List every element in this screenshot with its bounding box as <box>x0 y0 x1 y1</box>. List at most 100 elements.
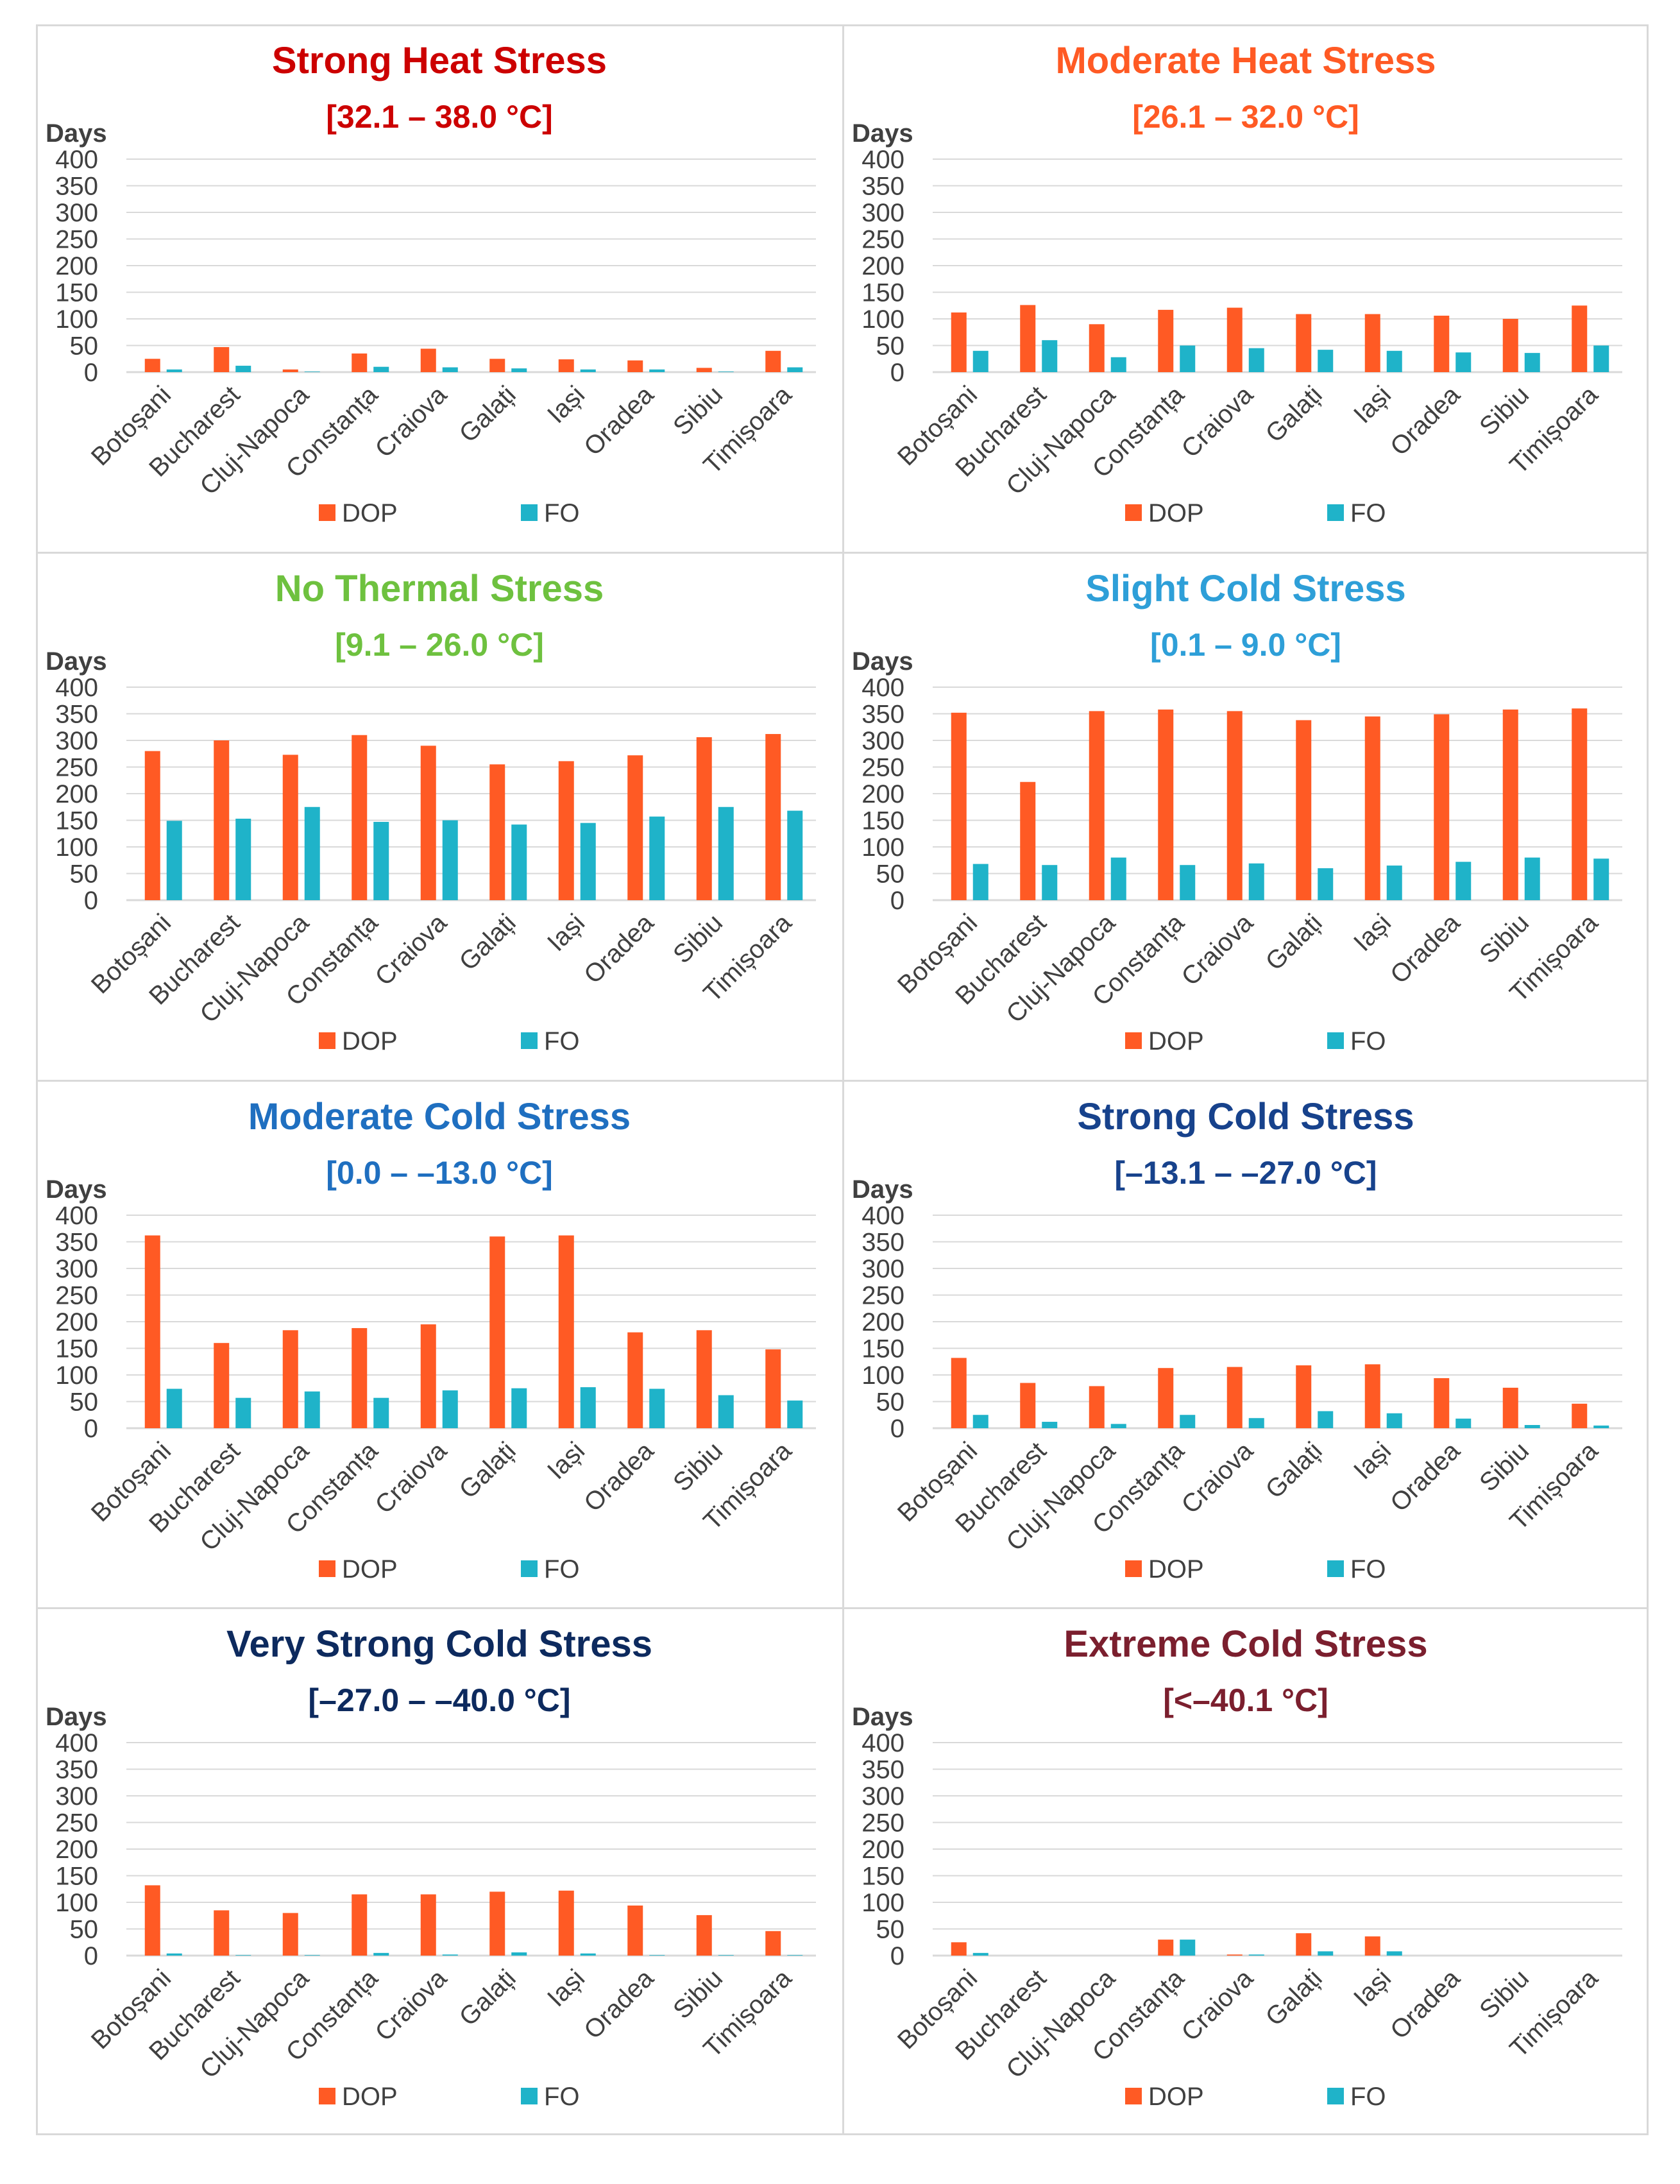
x-tick-label: Craiova <box>370 1437 453 1519</box>
legend-swatch-fo <box>521 2088 538 2104</box>
bar-fo <box>442 820 458 900</box>
bar-dop <box>352 353 368 372</box>
y-tick-label: 150 <box>861 1863 904 1891</box>
y-tick-label: 350 <box>861 1229 904 1257</box>
y-tick-label: 350 <box>55 1229 98 1257</box>
x-tick-label: Iași <box>1348 1437 1396 1485</box>
x-tick-label: Craiova <box>1176 380 1259 463</box>
bar-dop <box>352 1894 368 1956</box>
legend-swatch-fo <box>1327 1032 1344 1049</box>
legend-swatch-dop <box>1125 1560 1142 1577</box>
bar-dop <box>489 764 505 900</box>
chart-title: Strong Cold Stress <box>1077 1096 1414 1138</box>
chart-panel-no-thermal: No Thermal Stress [9.1 – 26.0 °C] Days 400 3… <box>37 553 843 1080</box>
bar-dop <box>627 360 643 372</box>
bar-fo <box>1455 862 1472 900</box>
bar-fo <box>442 1954 458 1956</box>
legend-label-dop: DOP <box>1148 1027 1204 1055</box>
bar-fo <box>580 1953 596 1956</box>
chart-subtitle: [26.1 – 32.0 °C] <box>1132 99 1359 135</box>
x-tick-label: Craiova <box>1176 909 1259 991</box>
bar-fo <box>373 1952 389 1956</box>
bar-dop <box>144 1885 160 1956</box>
chart-title: Extreme Cold Stress <box>1064 1623 1427 1665</box>
legend-swatch-fo <box>521 1032 538 1049</box>
y-tick-label: 0 <box>84 1942 98 1970</box>
bar-dop <box>489 1236 505 1428</box>
bar-dop <box>627 1905 643 1956</box>
y-tick-label: 150 <box>861 807 904 835</box>
y-tick-label: 200 <box>861 1836 904 1864</box>
bar-fo <box>1593 858 1609 900</box>
bar-dop <box>1502 709 1518 900</box>
bar-dop <box>951 312 967 372</box>
y-tick-label: 300 <box>55 1255 98 1283</box>
x-tick-label: Oradea <box>579 1437 659 1517</box>
bar-fo <box>166 821 182 900</box>
legend-label-dop: DOP <box>342 1555 398 1583</box>
bar-dop <box>214 1910 230 1956</box>
bar-fo <box>718 806 734 900</box>
legend-swatch-dop <box>319 1032 335 1049</box>
bar-dop <box>1364 314 1380 372</box>
x-tick-label: Craiova <box>370 909 453 991</box>
legend-swatch-dop <box>319 1560 335 1577</box>
chart-svg: Moderate Cold Stress [0.0 – –13.0 °C] Days… <box>46 1096 816 1583</box>
bar-fo <box>373 1397 389 1428</box>
bar-fo <box>1524 857 1540 900</box>
legend-label-dop: DOP <box>1148 1555 1204 1583</box>
legend-label-dop: DOP <box>342 1027 398 1055</box>
bar-dop <box>1364 1364 1380 1428</box>
y-tick-label: 150 <box>55 807 98 835</box>
x-tick-label: Galați <box>1260 1437 1328 1504</box>
x-tick-label: Sibiu <box>668 1437 728 1497</box>
bar-dop <box>1226 1367 1243 1428</box>
legend-swatch-dop <box>319 2088 335 2104</box>
y-tick-label: 100 <box>55 1361 98 1390</box>
legend-swatch-fo <box>521 1560 538 1577</box>
y-tick-label: 400 <box>861 1729 904 1757</box>
y-tick-label: 50 <box>70 860 99 889</box>
chart-title: Moderate Heat Stress <box>1055 40 1436 81</box>
bar-fo <box>1180 1415 1196 1428</box>
chart-panel-extreme-cold: Extreme Cold Stress [<–40.1 °C] Days 400 350… <box>843 1608 1649 2136</box>
bar-fo <box>166 369 182 372</box>
y-tick-label: 150 <box>55 1863 98 1891</box>
y-axis-label: Days <box>46 1703 107 1731</box>
bar-fo <box>442 1390 458 1428</box>
y-tick-label: 50 <box>70 1916 99 1944</box>
bar-dop <box>1434 1378 1450 1428</box>
bar-fo <box>373 366 389 372</box>
y-tick-label: 250 <box>861 1809 904 1838</box>
y-tick-label: 0 <box>890 1415 904 1443</box>
y-tick-label: 300 <box>861 199 904 227</box>
x-tick-label: Iași <box>542 1437 590 1485</box>
bar-dop <box>765 350 781 372</box>
bar-dop <box>1434 316 1450 372</box>
x-tick-label: Galați <box>1260 380 1328 448</box>
y-tick-label: 400 <box>55 674 98 702</box>
bar-dop <box>558 1890 574 1956</box>
y-tick-label: 350 <box>55 701 98 729</box>
chart-svg: Strong Heat Stress [32.1 – 38.0 °C] Days40… <box>46 40 816 527</box>
chart-subtitle: [–27.0 – –40.0 °C] <box>308 1682 570 1718</box>
x-tick-label: Galați <box>454 1964 522 2031</box>
bar-fo <box>1455 352 1472 372</box>
y-axis-label: Days <box>46 119 107 148</box>
y-tick-label: 250 <box>55 1809 98 1838</box>
y-tick-label: 350 <box>55 1756 98 1784</box>
bar-fo <box>235 1397 251 1428</box>
y-tick-label: 350 <box>861 173 904 201</box>
bar-fo <box>580 823 596 900</box>
x-tick-label: Oradea <box>1385 1964 1466 2045</box>
chart-panel-moderate-heat: Moderate Heat Stress [26.1 – 32.0 °C] Days… <box>843 25 1649 552</box>
bar-dop <box>696 368 712 372</box>
bar-fo <box>787 1955 803 1956</box>
y-tick-label: 150 <box>55 1335 98 1363</box>
bar-fo <box>1318 1951 1334 1956</box>
chart-svg: Very Strong Cold Stress [–27.0 – –40.0 °C… <box>46 1623 816 2111</box>
bar-fo <box>166 1388 182 1428</box>
bar-fo <box>972 864 988 900</box>
y-tick-label: 400 <box>861 1202 904 1230</box>
